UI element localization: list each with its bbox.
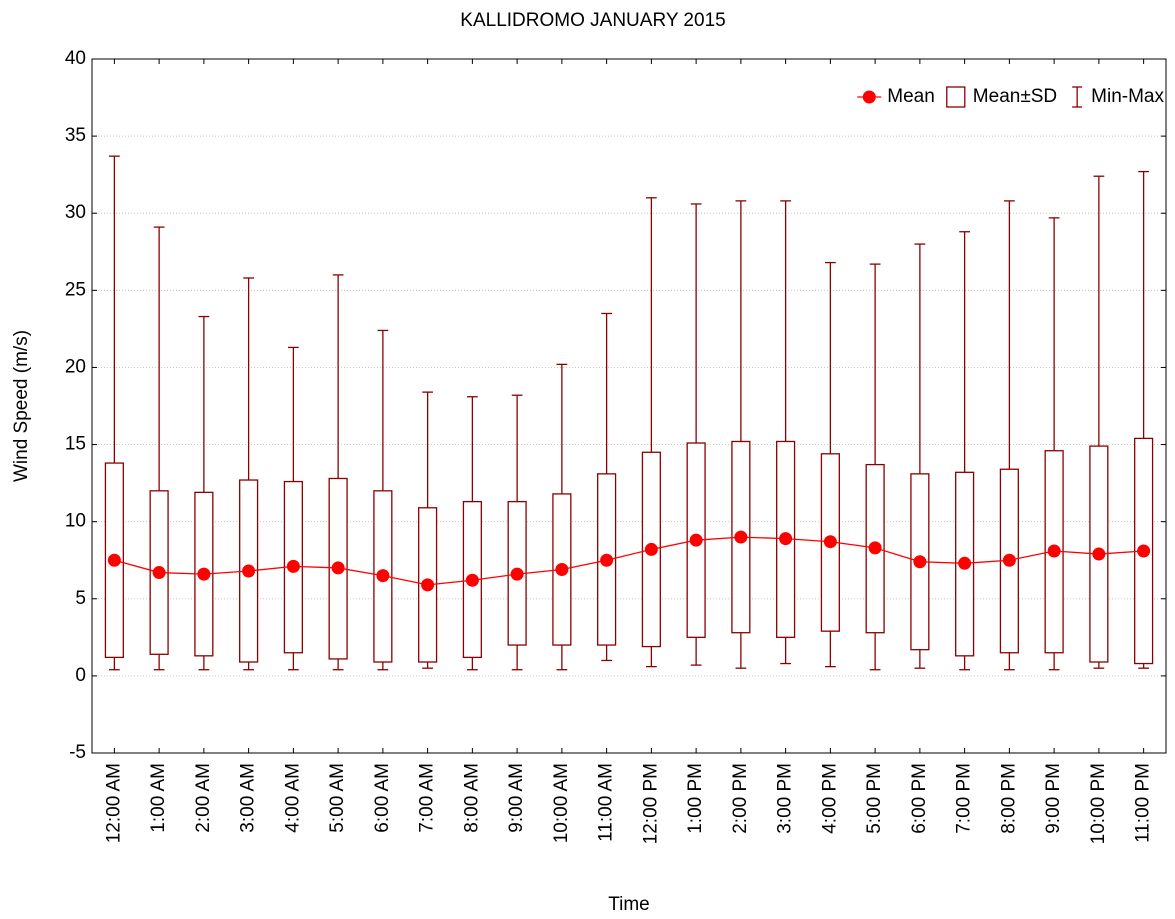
y-tick-label: 30 <box>65 202 86 223</box>
mean-marker <box>1047 544 1061 558</box>
mean-line <box>114 536 1144 586</box>
y-tick-label: 0 <box>75 665 86 686</box>
y-tick-label: 35 <box>65 125 86 146</box>
x-tick-label: 4:00 PM <box>819 763 840 834</box>
legend-box <box>946 86 966 108</box>
x-tick-label: 11:00 PM <box>1133 763 1154 843</box>
x-tick-label: 12:00 PM <box>640 763 661 844</box>
x-tick-label: 6:00 PM <box>909 763 930 834</box>
plot-frame <box>91 58 1167 754</box>
x-tick-label: 8:00 AM <box>461 763 482 833</box>
x-tick-label: 9:00 PM <box>1043 763 1064 834</box>
x-tick-label: 4:00 AM <box>282 763 303 833</box>
y-tick-label: 20 <box>65 356 86 377</box>
x-tick-label: 3:00 AM <box>238 763 259 833</box>
mean-marker <box>600 553 614 567</box>
y-tick-label: 40 <box>65 48 86 69</box>
x-tick-label: 6:00 AM <box>372 763 393 833</box>
mean-marker <box>913 555 927 569</box>
mean-marker <box>421 578 435 592</box>
y-tick-label: 25 <box>65 279 86 300</box>
x-tick-label: 10:00 PM <box>1088 763 1109 844</box>
x-tick-label: 8:00 PM <box>998 763 1019 834</box>
mean-marker <box>376 569 390 583</box>
mean-marker <box>286 559 300 573</box>
x-tick-label: 12:00 AM <box>103 763 124 843</box>
x-tick-label: 9:00 AM <box>506 763 527 833</box>
mean-marker <box>734 530 748 544</box>
x-axis-label: Time <box>608 894 650 915</box>
x-tick-label: 3:00 PM <box>775 763 796 834</box>
mean-marker <box>779 532 793 546</box>
legend-label: Mean±SD <box>973 86 1057 107</box>
mean-marker <box>958 556 972 570</box>
mean-marker <box>555 562 569 576</box>
mean-marker <box>197 567 211 581</box>
mean-marker <box>107 553 121 567</box>
mean-marker <box>152 566 166 580</box>
mean-marker <box>689 533 703 547</box>
x-tick-label: 1:00 AM <box>148 763 169 833</box>
mean-marker <box>331 561 345 575</box>
mean-marker <box>1092 547 1106 561</box>
x-tick-label: 2:00 PM <box>730 763 751 834</box>
mean-marker <box>868 541 882 555</box>
x-tick-label: 7:00 AM <box>417 763 438 833</box>
mean-marker <box>1137 544 1151 558</box>
y-axis-label: Wind Speed (m/s) <box>11 330 32 482</box>
x-tick-label: 11:00 AM <box>596 763 617 842</box>
legend: Mean Mean±SD Min-Max <box>857 86 1164 108</box>
x-tick-label: 2:00 AM <box>193 763 214 833</box>
mean-marker <box>510 567 524 581</box>
x-tick-label: 1:00 PM <box>685 763 706 834</box>
mean-marker <box>823 535 837 549</box>
y-tick-label: 10 <box>65 511 86 532</box>
legend-label: Mean <box>887 86 935 107</box>
x-tick-label: 10:00 AM <box>551 763 572 843</box>
mean-marker <box>1002 553 1016 567</box>
x-tick-label: 5:00 AM <box>327 763 348 833</box>
chart-title: KALLIDROMO JANUARY 2015 <box>460 10 725 31</box>
mean-marker <box>242 564 256 578</box>
x-tick-label: 5:00 PM <box>864 763 885 834</box>
legend-label: Min-Max <box>1091 86 1164 107</box>
x-tick-label: 7:00 PM <box>954 763 975 834</box>
mean-marker <box>465 573 479 587</box>
mean-marker <box>644 542 658 556</box>
y-tick-label: 5 <box>75 588 86 609</box>
y-tick-label: 15 <box>65 434 86 455</box>
y-tick-label: -5 <box>69 742 86 763</box>
